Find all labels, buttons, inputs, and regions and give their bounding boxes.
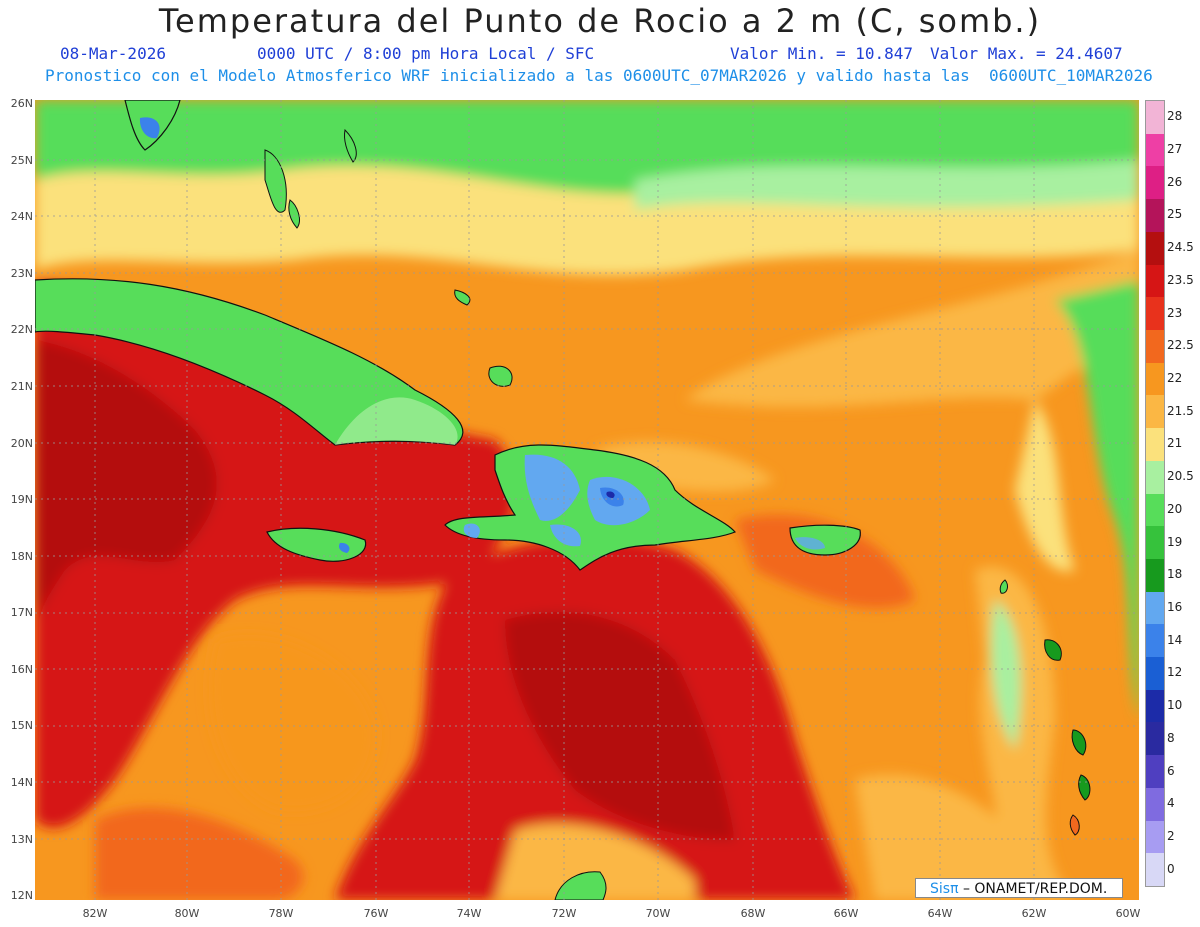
colorbar-label: 23.5	[1167, 272, 1194, 287]
colorbar-segment	[1146, 428, 1164, 462]
colorbar-label: 18	[1167, 567, 1183, 582]
colorbar-label: 20.5	[1167, 469, 1194, 484]
valid-time: 0000 UTC / 8:00 pm Hora Local / SFC	[257, 44, 595, 63]
colorbar-segment	[1146, 264, 1164, 298]
colorbar-label: 20	[1167, 501, 1183, 516]
colorbar-segment	[1146, 787, 1164, 822]
colorbar-label: 22	[1167, 371, 1183, 386]
colorbar-segment	[1146, 133, 1164, 167]
colorbar-label: 12	[1167, 665, 1183, 680]
colorbar-label: 14	[1167, 632, 1183, 647]
lat-label: 26N	[10, 97, 33, 110]
max-value: Valor Max. = 24.4607	[930, 44, 1123, 63]
colorbar-segment	[1146, 853, 1164, 887]
lon-label: 64W	[927, 907, 953, 920]
colorbar-label: 27	[1167, 142, 1183, 157]
lon-label: 68W	[740, 907, 766, 920]
colorbar-label: 21.5	[1167, 403, 1194, 418]
colorbar-segment	[1146, 493, 1164, 527]
lat-label: 12N	[10, 889, 33, 902]
lat-label: 23N	[10, 267, 33, 280]
dewpoint-map	[35, 100, 1139, 900]
colorbar-label: 24.5	[1167, 240, 1194, 255]
forecast-date: 08-Mar-2026	[60, 44, 166, 63]
colorbar-segment	[1146, 460, 1164, 494]
colorbar-label: 0	[1167, 861, 1175, 876]
lat-label: 19N	[10, 493, 33, 506]
colorbar-label: 4	[1167, 796, 1175, 811]
colorbar-segment	[1146, 558, 1164, 593]
colorbar-segment	[1146, 231, 1164, 266]
lon-label: 60W	[1115, 907, 1141, 920]
lat-label: 13N	[10, 833, 33, 846]
lat-label: 20N	[10, 437, 33, 450]
colorbar-label: 21	[1167, 436, 1183, 451]
colorbar-label: 10	[1167, 698, 1183, 713]
colorbar-segment	[1146, 297, 1164, 331]
lon-label: 80W	[174, 907, 200, 920]
lon-label: 62W	[1021, 907, 1047, 920]
colorbar-label: 16	[1167, 599, 1183, 614]
lat-label: 24N	[10, 210, 33, 223]
model-info: Pronostico con el Modelo Atmosferico WRF…	[45, 66, 1153, 85]
lon-label: 82W	[82, 907, 108, 920]
colorbar-label: 26	[1167, 174, 1183, 189]
lat-label: 16N	[10, 663, 33, 676]
colorbar-segment	[1146, 329, 1164, 364]
colorbar-segment	[1146, 526, 1164, 560]
lat-label: 21N	[10, 380, 33, 393]
colorbar-label: 28	[1167, 109, 1183, 124]
lon-label: 76W	[363, 907, 389, 920]
lat-label: 25N	[10, 154, 33, 167]
brand-logo: Sisπ	[930, 881, 959, 897]
colorbar-segment	[1146, 591, 1164, 625]
colorbar-segment	[1146, 362, 1164, 396]
colorbar-label: 6	[1167, 763, 1175, 778]
lon-label: 74W	[456, 907, 482, 920]
colorbar-segment	[1146, 657, 1164, 691]
colorbar-segment	[1146, 624, 1164, 658]
colorbar-segment	[1146, 755, 1164, 789]
lon-label: 66W	[833, 907, 859, 920]
credit-text: – ONAMET/REP.DOM.	[958, 881, 1108, 897]
colorbar-segment	[1146, 689, 1164, 723]
lat-label: 18N	[10, 550, 33, 563]
lat-label: 15N	[10, 719, 33, 732]
lat-label: 17N	[10, 606, 33, 619]
min-value: Valor Min. = 10.847	[730, 44, 914, 63]
colorbar-segment	[1146, 722, 1164, 756]
lat-label: 22N	[10, 323, 33, 336]
colorbar-label: 2	[1167, 828, 1175, 843]
colorbar-segment	[1146, 820, 1164, 854]
colorbar-label: 23	[1167, 305, 1183, 320]
colorbar-label: 8	[1167, 730, 1175, 745]
lon-label: 72W	[551, 907, 577, 920]
map-title: Temperatura del Punto de Rocio a 2 m (C,…	[158, 2, 1042, 40]
credit-box: Sisπ – ONAMET/REP.DOM.	[915, 878, 1123, 898]
lon-label: 70W	[645, 907, 671, 920]
colorbar-segment	[1146, 199, 1164, 233]
colorbar	[1145, 100, 1165, 887]
colorbar-segment	[1146, 166, 1164, 200]
lat-label: 14N	[10, 776, 33, 789]
colorbar-segment	[1146, 101, 1164, 135]
colorbar-label: 22.5	[1167, 338, 1194, 353]
colorbar-label: 19	[1167, 534, 1183, 549]
colorbar-segment	[1146, 395, 1164, 429]
lon-label: 78W	[268, 907, 294, 920]
colorbar-label: 25	[1167, 207, 1183, 222]
